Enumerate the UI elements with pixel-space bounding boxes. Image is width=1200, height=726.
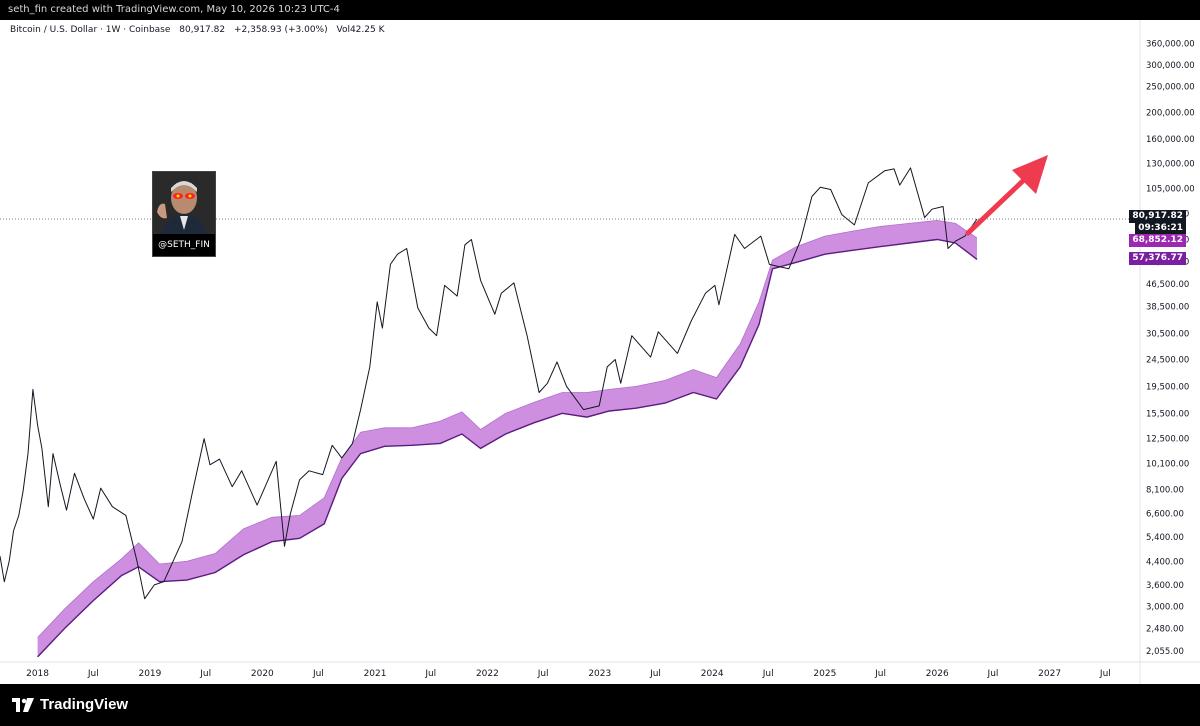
last-price-tag: 80,917.82 xyxy=(1129,210,1186,223)
x-tick-label: Jul xyxy=(649,669,661,679)
band-area xyxy=(37,220,978,657)
bar-countdown-tag: 09:36:21 xyxy=(1135,222,1186,235)
tradingview-logo-icon xyxy=(12,697,34,712)
x-tick-label: 2021 xyxy=(364,669,387,679)
symbol-price: 80,917.82 xyxy=(179,25,226,35)
y-tick-label: 12,500.00 xyxy=(1146,435,1189,445)
tradingview-logo[interactable]: TradingView xyxy=(12,696,128,713)
y-tick-label: 250,000.00 xyxy=(1146,82,1195,92)
y-tick-label: 15,500.00 xyxy=(1146,409,1189,419)
band-upper-line xyxy=(37,219,978,638)
y-tick-label: 160,000.00 xyxy=(1146,135,1195,145)
x-tick-label: Jul xyxy=(199,669,211,679)
x-tick-label: Jul xyxy=(987,669,999,679)
band-lower-line xyxy=(37,238,978,658)
x-tick-label: Jul xyxy=(762,669,774,679)
y-tick-label: 38,500.00 xyxy=(1146,302,1189,312)
symbol-volume: Vol42.25 K xyxy=(336,25,385,35)
x-tick-label: 2018 xyxy=(26,669,49,679)
symbol-name[interactable]: Bitcoin / U.S. Dollar · 1W · Coinbase xyxy=(10,25,171,35)
y-tick-label: 46,500.00 xyxy=(1146,280,1189,290)
y-tick-label: 6,600.00 xyxy=(1146,510,1184,520)
x-tick-label: 2026 xyxy=(926,669,949,679)
avatar-handle: @SETH_FIN xyxy=(153,234,215,256)
x-tick-label: 2020 xyxy=(251,669,274,679)
y-tick-label: 4,400.00 xyxy=(1146,557,1184,567)
y-tick-label: 30,500.00 xyxy=(1146,330,1189,340)
x-tick-label: 2027 xyxy=(1038,669,1061,679)
x-tick-label: 2022 xyxy=(476,669,499,679)
y-tick-label: 130,000.00 xyxy=(1146,159,1195,169)
trend-arrow-shaft xyxy=(965,175,1029,236)
x-tick-label: 2024 xyxy=(701,669,724,679)
x-tick-label: Jul xyxy=(537,669,549,679)
y-tick-label: 3,600.00 xyxy=(1146,581,1184,591)
y-tick-label: 8,100.00 xyxy=(1146,486,1184,496)
y-tick-label: 2,480.00 xyxy=(1146,625,1184,635)
y-tick-label: 105,000.00 xyxy=(1146,184,1195,194)
trend-arrow-head xyxy=(1012,155,1048,194)
band-lower-tag: 57,376.77 xyxy=(1129,252,1186,265)
x-tick-label: 2019 xyxy=(138,669,161,679)
price-chart[interactable]: 360,000.00 300,000.00 250,000.00 200,000.00… xyxy=(0,20,1200,684)
y-tick-label: 24,500.00 xyxy=(1146,355,1189,365)
x-tick-label: Jul xyxy=(312,669,324,679)
y-tick-label: 300,000.00 xyxy=(1146,61,1195,71)
y-tick-label: 10,100.00 xyxy=(1146,460,1189,470)
y-tick-label: 3,000.00 xyxy=(1146,602,1184,612)
x-tick-label: Jul xyxy=(1099,669,1111,679)
y-tick-label: 200,000.00 xyxy=(1146,109,1195,119)
x-tick-label: Jul xyxy=(87,669,99,679)
chart-caption: seth_fin created with TradingView.com, M… xyxy=(0,0,1200,20)
x-tick-label: Jul xyxy=(424,669,436,679)
symbol-info: Bitcoin / U.S. Dollar · 1W · Coinbase 80… xyxy=(10,25,390,35)
y-tick-label: 5,400.00 xyxy=(1146,533,1184,543)
x-tick-label: Jul xyxy=(874,669,886,679)
x-tick-label: 2023 xyxy=(588,669,611,679)
avatar-portrait-icon xyxy=(153,172,215,234)
x-tick-label: 2025 xyxy=(813,669,836,679)
y-tick-label: 2,055.00 xyxy=(1146,647,1184,657)
footer: TradingView xyxy=(0,684,1200,726)
band-upper-tag: 68,852.12 xyxy=(1129,234,1186,247)
axis-layer: 360,000.00 300,000.00 250,000.00 200,000.00… xyxy=(0,20,1200,684)
price-line xyxy=(0,167,978,600)
chart-area[interactable]: 360,000.00 300,000.00 250,000.00 200,000.00… xyxy=(0,20,1200,684)
arrow-layer xyxy=(965,155,1048,236)
tradingview-brand: TradingView xyxy=(40,696,129,713)
avatar: @SETH_FIN xyxy=(152,171,216,257)
band-layer xyxy=(37,219,978,658)
y-tick-label: 19,500.00 xyxy=(1146,382,1189,392)
y-tick-label: 360,000.00 xyxy=(1146,40,1195,50)
symbol-change: +2,358.93 (+3.00%) xyxy=(233,25,328,35)
